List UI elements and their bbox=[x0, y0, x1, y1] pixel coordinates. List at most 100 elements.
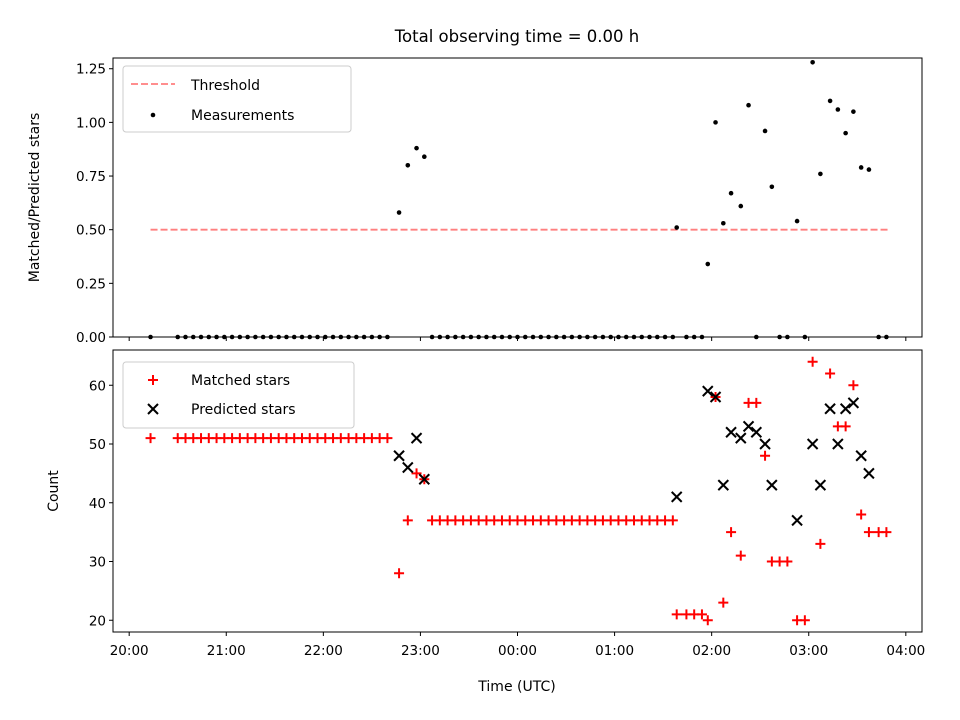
predicted-star-point bbox=[824, 403, 836, 415]
bottom-x-ticks: 20:00 21:00 22:00 23:00 00:00 01:00 02:00 03:00… bbox=[110, 632, 925, 659]
measurement-point bbox=[738, 203, 744, 209]
bottom-ytick-label-3: 50 bbox=[89, 437, 106, 453]
matched-star-point bbox=[394, 568, 405, 579]
matched-star-point bbox=[751, 397, 762, 408]
matched-star-point bbox=[863, 527, 874, 538]
measurement-point bbox=[396, 210, 402, 215]
bottom-xtick-label-5: 01:00 bbox=[595, 643, 634, 659]
matched-star-point bbox=[825, 368, 836, 379]
matched-star-point bbox=[726, 527, 737, 538]
top-y-axis-label: Matched/Predicted stars bbox=[27, 113, 43, 283]
matched-star-point bbox=[760, 450, 771, 461]
predicted-star-point bbox=[709, 391, 722, 403]
predicted-star-point bbox=[863, 467, 875, 480]
bottom-xtick-label-8: 04:00 bbox=[886, 643, 925, 659]
predicted-star-point bbox=[742, 420, 755, 433]
bottom-xtick-label-3: 23:00 bbox=[401, 643, 440, 659]
matched-star-point bbox=[402, 515, 413, 526]
predicted-legend-glyph bbox=[147, 403, 159, 415]
predicted-star-point bbox=[832, 438, 844, 450]
matched-star-point bbox=[696, 609, 707, 620]
predicted-star-point bbox=[791, 514, 803, 527]
predicted-star-point bbox=[806, 438, 819, 450]
predicted-star-point bbox=[717, 479, 730, 491]
measurement-point bbox=[405, 163, 411, 168]
measurement-point bbox=[705, 261, 711, 267]
bottom-ytick-label-1: 30 bbox=[89, 555, 106, 571]
bottom-xtick-label-7: 03:00 bbox=[789, 643, 828, 659]
bottom-y-axis-label: Count bbox=[46, 470, 62, 512]
top-ytick-label-3: 0.75 bbox=[76, 169, 106, 185]
figure-title: Total observing time = 0.00 h bbox=[394, 27, 639, 46]
measurement-point bbox=[414, 145, 419, 151]
matched-star-point bbox=[807, 356, 818, 367]
matched-star-point bbox=[718, 597, 729, 608]
measurement-point bbox=[728, 190, 734, 196]
predicted-star-point bbox=[766, 479, 778, 491]
bottom-xtick-label-2: 22:00 bbox=[304, 643, 343, 659]
threshold-legend-label: Threshold bbox=[190, 78, 260, 94]
matched-star-point bbox=[667, 515, 678, 526]
predicted-star-point bbox=[393, 450, 405, 462]
measurement-point bbox=[721, 220, 726, 226]
matched-legend-label: Matched stars bbox=[191, 373, 290, 389]
matched-star-point bbox=[799, 615, 810, 626]
predicted-star-point bbox=[839, 403, 852, 415]
predicted-star-point bbox=[671, 491, 683, 503]
top-legend-box bbox=[122, 65, 352, 133]
matched-legend-marker bbox=[148, 375, 158, 385]
matched-star-point bbox=[145, 433, 156, 444]
predicted-star-point bbox=[759, 438, 771, 450]
matched-star-point bbox=[815, 538, 826, 549]
measurement-point bbox=[769, 184, 775, 190]
measurement-point bbox=[810, 59, 815, 65]
measurement-point bbox=[794, 218, 800, 224]
bottom-xtick-label-0: 20:00 bbox=[110, 643, 149, 659]
matched-star-point bbox=[840, 421, 851, 432]
matched-star-point bbox=[382, 433, 393, 444]
bottom-ytick-label-2: 40 bbox=[89, 496, 106, 512]
top-ytick-label-5: 1.25 bbox=[76, 62, 106, 78]
predicted-star-point bbox=[702, 385, 714, 397]
predicted-star-point bbox=[855, 450, 867, 462]
top-ytick-label-4: 1.00 bbox=[76, 115, 106, 131]
bottom-ytick-label-0: 20 bbox=[89, 613, 106, 629]
matched-star-point bbox=[848, 380, 859, 391]
measurements-legend-label: Measurements bbox=[191, 108, 294, 124]
top-y-ticks: 0.00 0.25 0.50 0.75 1.00 1.25 bbox=[76, 62, 113, 346]
top-x-ticks bbox=[128, 337, 907, 341]
measurement-point bbox=[422, 154, 427, 160]
measurement-point bbox=[674, 225, 680, 230]
measurement-point bbox=[818, 171, 823, 177]
bottom-legend-box bbox=[122, 361, 355, 429]
measurement-point bbox=[835, 107, 841, 112]
measurement-point bbox=[866, 167, 872, 172]
bottom-marks bbox=[145, 356, 892, 626]
x-axis-label: Time (UTC) bbox=[477, 679, 555, 695]
measurement-point bbox=[713, 120, 718, 125]
matched-star-point bbox=[881, 527, 892, 538]
predicted-star-point bbox=[725, 426, 737, 438]
matched-star-point bbox=[856, 509, 867, 520]
matched-star-point bbox=[782, 556, 793, 567]
measurement-point bbox=[827, 98, 833, 104]
predicted-legend-marker bbox=[147, 403, 159, 415]
predicted-star-point bbox=[735, 432, 747, 444]
measurement-point bbox=[843, 130, 848, 136]
predicted-star-point bbox=[410, 432, 423, 444]
matched-legend-glyph bbox=[148, 375, 158, 385]
matched-star-point bbox=[411, 468, 422, 479]
measurement-point bbox=[746, 102, 751, 108]
measurement-point bbox=[858, 165, 864, 170]
predicted-star-point bbox=[847, 397, 860, 409]
predicted-star-point bbox=[750, 426, 763, 438]
measurement-point bbox=[851, 109, 856, 114]
predicted-star-point bbox=[402, 461, 414, 474]
measurements-legend-marker bbox=[150, 112, 156, 118]
bottom-xtick-label-6: 02:00 bbox=[692, 643, 731, 659]
top-legend: Threshold Measurements bbox=[122, 65, 352, 133]
top-ytick-label-1: 0.25 bbox=[76, 276, 106, 292]
bottom-ytick-label-4: 60 bbox=[89, 378, 106, 394]
predicted-star-point bbox=[418, 473, 431, 485]
